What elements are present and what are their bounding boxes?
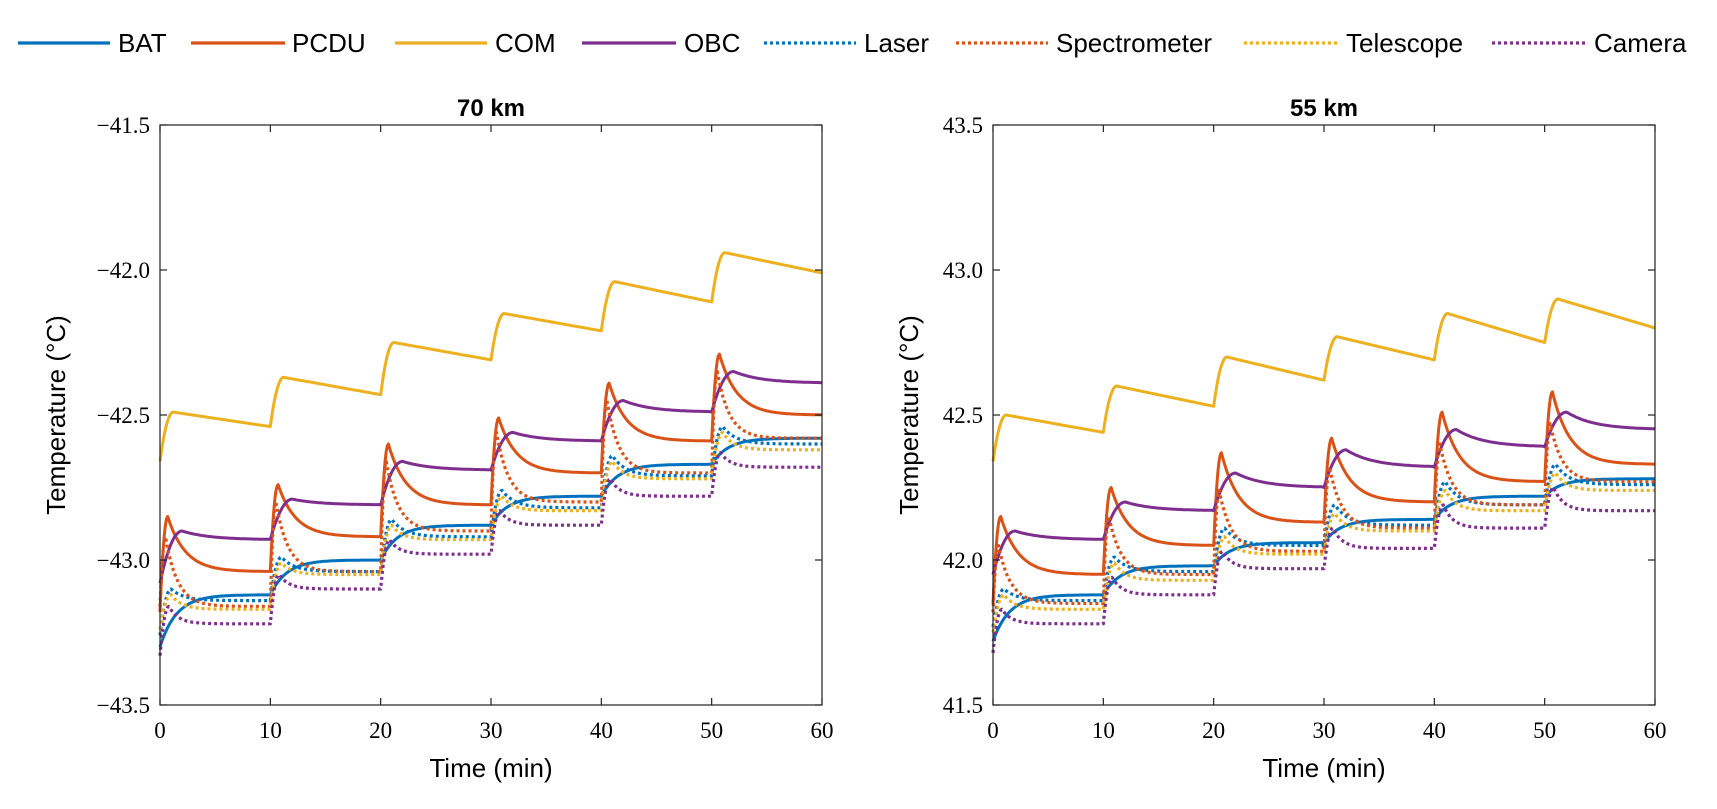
legend-label-laser: Laser bbox=[864, 28, 929, 58]
y-tick-label-70-km-4: −41.5 bbox=[97, 113, 150, 138]
y-axis-label-70km: Temperature (°C) bbox=[41, 315, 71, 515]
y-tick-label-55-km-4: 43.5 bbox=[943, 113, 983, 138]
x-tick-label-55-km-2: 20 bbox=[1202, 718, 1225, 743]
legend-label-com: COM bbox=[495, 28, 556, 58]
y-tick-label-55-km-3: 43.0 bbox=[943, 258, 983, 283]
series-line-55-km-obc bbox=[991, 410, 1656, 575]
y-tick-label-70-km-2: −42.5 bbox=[97, 403, 150, 428]
y-tick-label-55-km-0: 41.5 bbox=[943, 693, 983, 718]
legend-item-com: COM bbox=[395, 28, 556, 58]
x-tick-label-55-km-5: 50 bbox=[1533, 718, 1556, 743]
plot-lines-70km bbox=[158, 251, 823, 656]
y-tick-label-55-km-1: 42.0 bbox=[943, 548, 983, 573]
series-line-70-km-obc bbox=[158, 370, 823, 584]
y-tick-label-55-km-2: 42.5 bbox=[943, 403, 983, 428]
ticks-70km: 0 10 20 30 40 50 60 −43.5 −43.0 −42.5 −42.0 −41.5 bbox=[97, 113, 834, 743]
x-tick-label-70-km-2: 20 bbox=[369, 718, 392, 743]
legend-item-telescope: Telescope bbox=[1244, 28, 1463, 58]
series-line-55-km-telescope bbox=[991, 471, 1656, 633]
plot-frame-70km bbox=[159, 124, 823, 706]
x-tick-label-55-km-1: 10 bbox=[1092, 718, 1115, 743]
x-tick-label-70-km-0: 0 bbox=[154, 718, 166, 743]
legend-item-pcdu: PCDU bbox=[191, 28, 366, 58]
legend-item-bat: BAT bbox=[18, 28, 167, 58]
legend-item-obc: OBC bbox=[582, 28, 740, 58]
x-tick-label-70-km-5: 50 bbox=[700, 718, 723, 743]
x-tick-label-55-km-4: 40 bbox=[1423, 718, 1446, 743]
plot-lines-55km bbox=[991, 297, 1656, 653]
chart-70km: 0 10 20 30 40 50 60 −43.5 −43.0 −42.5 −42.0 −41.5 7… bbox=[41, 95, 834, 783]
x-tick-label-70-km-3: 30 bbox=[480, 718, 503, 743]
x-tick-label-55-km-0: 0 bbox=[987, 718, 999, 743]
series-line-55-km-com bbox=[991, 297, 1656, 462]
x-tick-label-70-km-6: 60 bbox=[811, 718, 834, 743]
series-line-55-km-camera bbox=[991, 485, 1656, 653]
x-tick-label-70-km-4: 40 bbox=[590, 718, 613, 743]
y-tick-label-70-km-1: −43.0 bbox=[97, 548, 150, 573]
y-tick-label-70-km-3: −42.0 bbox=[97, 258, 150, 283]
ticks-55km: 0 10 20 30 40 50 60 41.5 42.0 42.5 43.0 43.5 bbox=[943, 113, 1667, 743]
series-line-70-km-camera bbox=[158, 451, 823, 656]
chart-title-55km: 55 km bbox=[1290, 95, 1358, 122]
legend: BAT PCDU COM OBC Laser Spectrometer Telescope C… bbox=[18, 28, 1687, 58]
legend-item-camera: Camera bbox=[1492, 28, 1687, 58]
x-axis-label-55km: Time (min) bbox=[1262, 753, 1385, 783]
legend-item-laser: Laser bbox=[764, 28, 929, 58]
legend-label-pcdu: PCDU bbox=[292, 28, 366, 58]
legend-label-spectrometer: Spectrometer bbox=[1056, 28, 1212, 58]
chart-title-70km: 70 km bbox=[457, 95, 525, 122]
x-tick-label-70-km-1: 10 bbox=[259, 718, 282, 743]
x-tick-label-55-km-6: 60 bbox=[1644, 718, 1667, 743]
legend-label-obc: OBC bbox=[684, 28, 740, 58]
y-tick-label-70-km-0: −43.5 bbox=[97, 693, 150, 718]
series-line-70-km-telescope bbox=[158, 430, 823, 630]
legend-label-bat: BAT bbox=[118, 28, 167, 58]
x-axis-label-70km: Time (min) bbox=[429, 753, 552, 783]
legend-item-spectrometer: Spectrometer bbox=[956, 28, 1212, 58]
x-tick-label-55-km-3: 30 bbox=[1313, 718, 1336, 743]
y-axis-label-55km: Temperature (°C) bbox=[894, 315, 924, 515]
series-line-70-km-pcdu bbox=[158, 352, 823, 613]
legend-label-camera: Camera bbox=[1594, 28, 1687, 58]
series-line-55-km-spectrometer bbox=[991, 422, 1656, 613]
plot-frame-55km bbox=[992, 124, 1656, 706]
series-line-70-km-com bbox=[158, 251, 823, 462]
legend-label-telescope: Telescope bbox=[1346, 28, 1463, 58]
